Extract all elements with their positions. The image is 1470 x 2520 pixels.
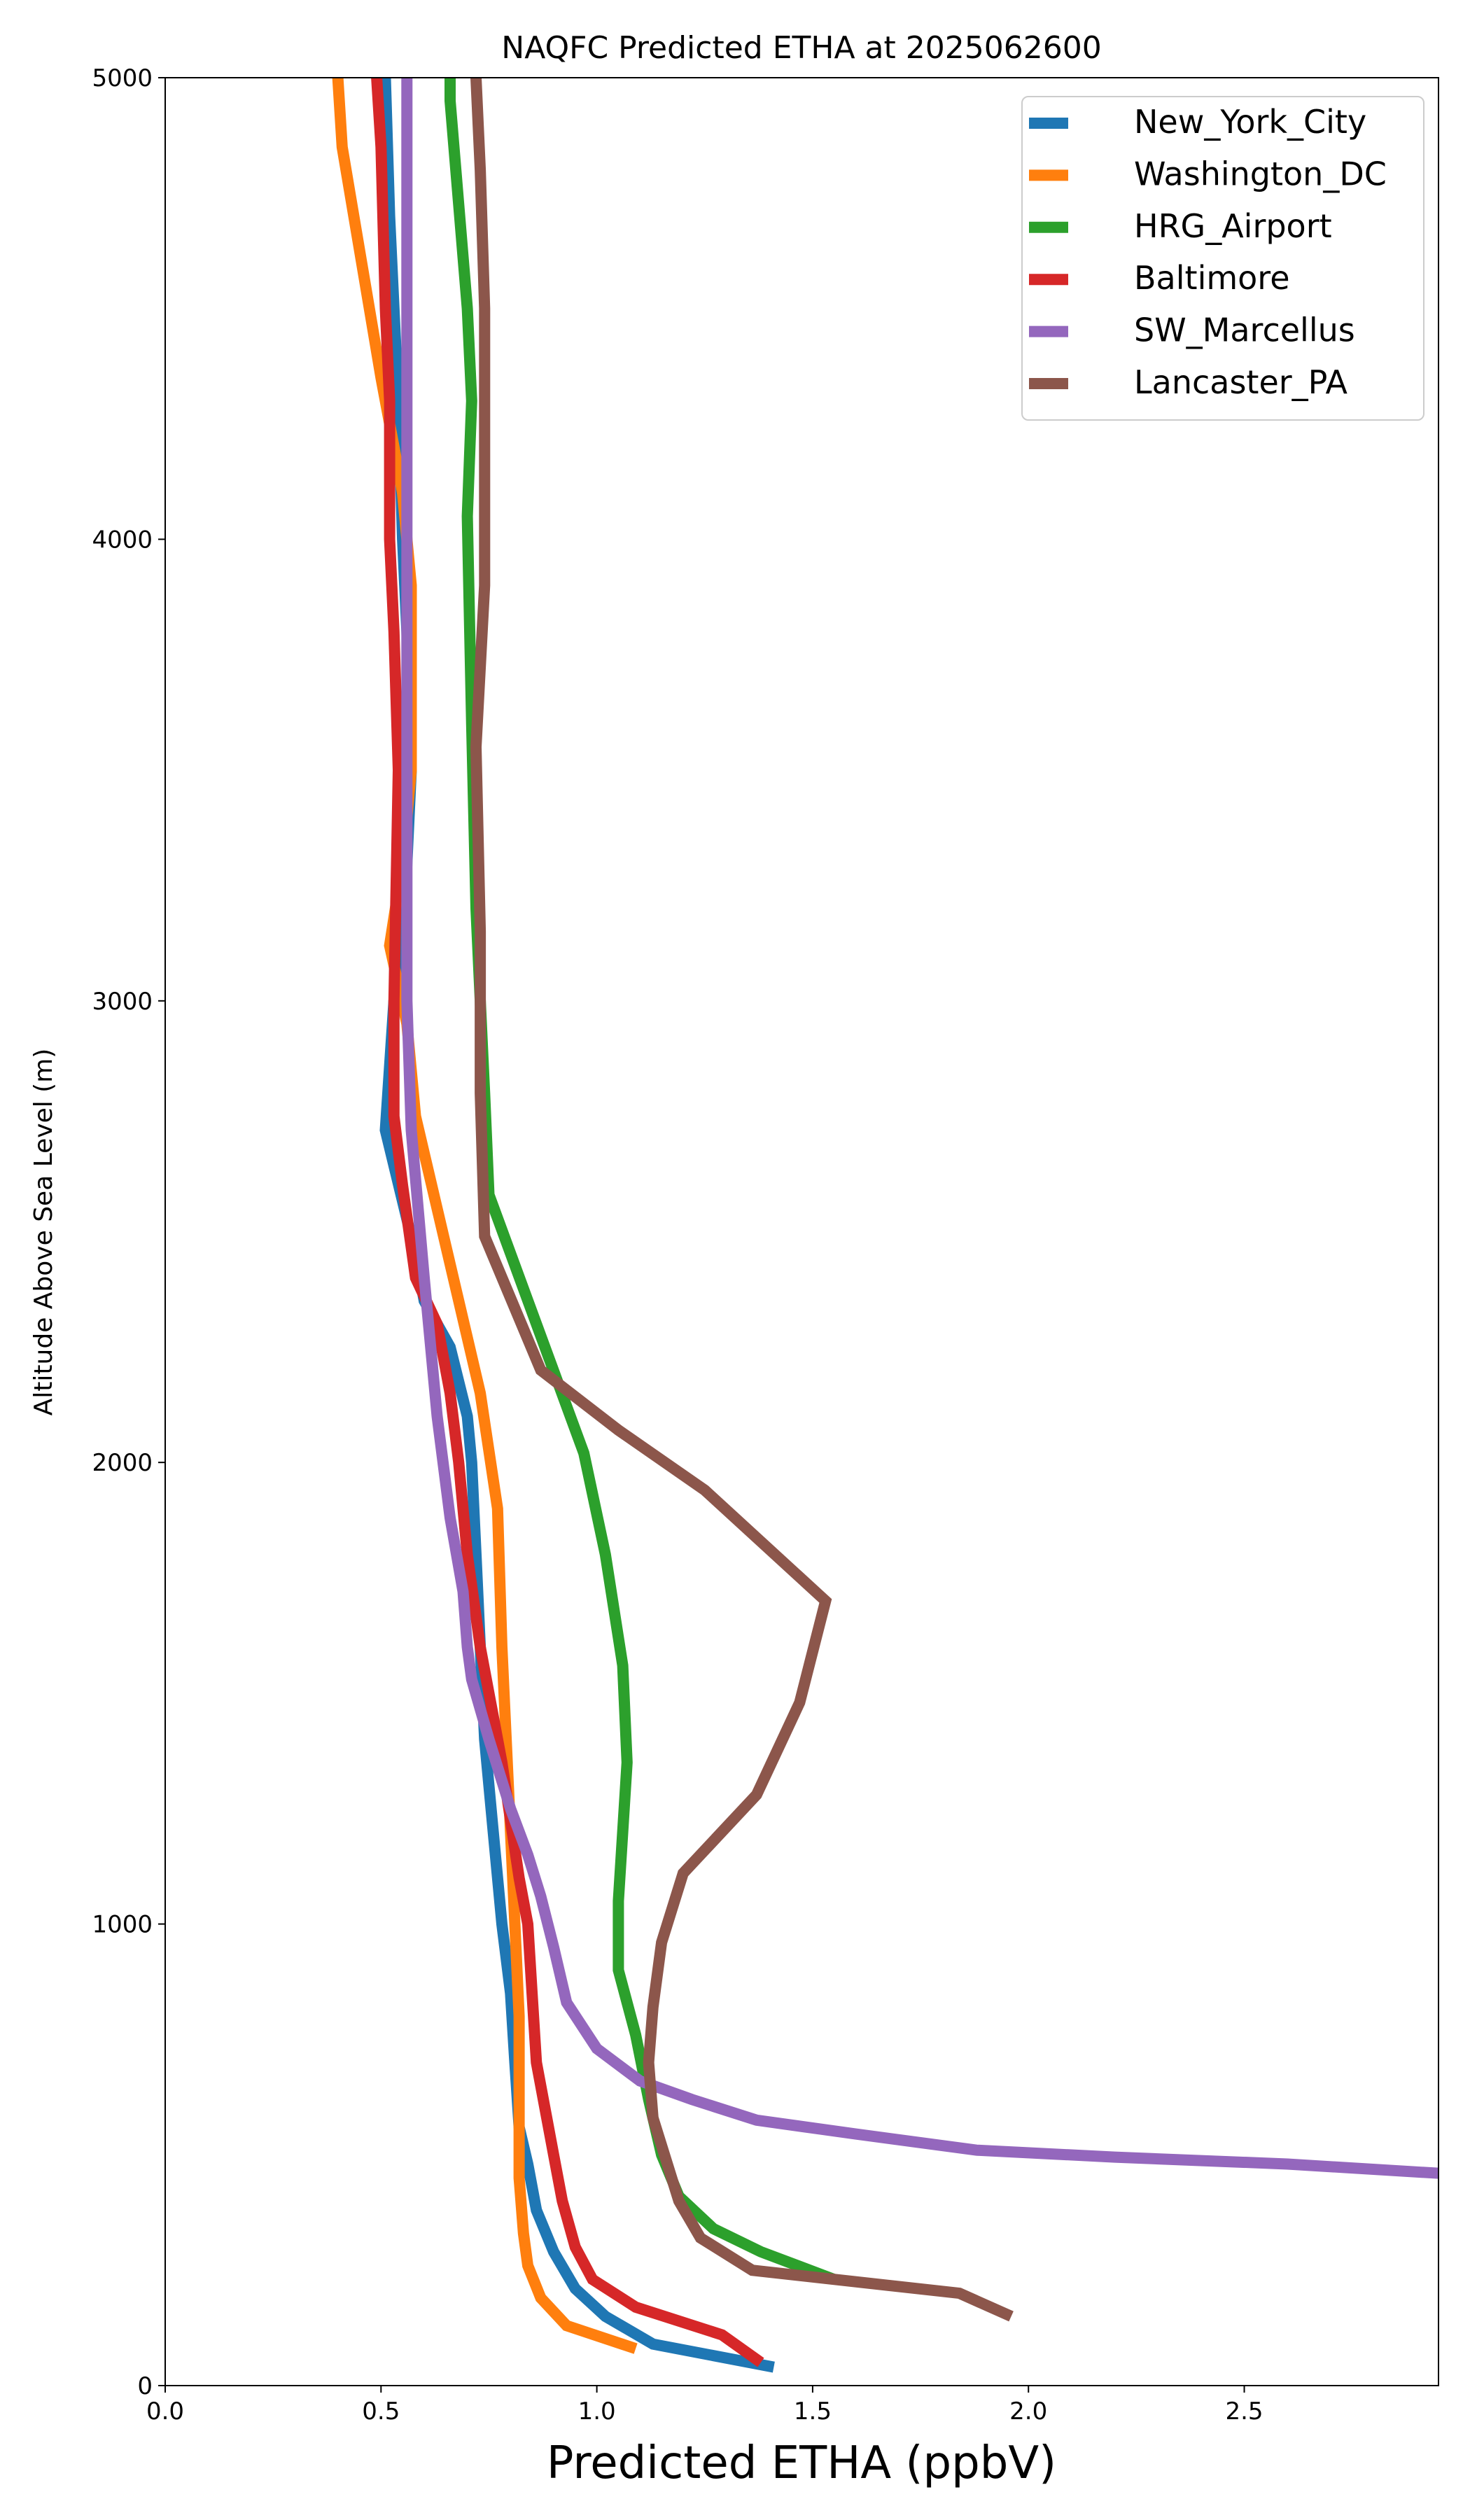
legend-label: Baltimore [1134,259,1290,297]
legend-label: New_York_City [1134,103,1366,141]
x-axis-ticks: 0.0 0.5 1.0 1.5 2.0 2.5 [146,2386,1264,2426]
x-tick-label: 1.5 [794,2398,832,2426]
series-line-baltimore [371,78,764,2367]
y-axis-ticks: 0 1000 2000 3000 4000 5000 [92,64,165,2400]
series-layer [332,78,1438,2373]
y-tick-label: 5000 [92,64,153,92]
chart-title: NAQFC Predicted ETHA at 2025062600 [501,30,1101,66]
x-tick-label: 2.0 [1009,2398,1047,2426]
x-tick-label: 0.0 [146,2398,184,2426]
x-tick-label: 1.0 [578,2398,616,2426]
legend: New_York_City Washington_DC HRG_Airport Bal… [1021,96,1424,421]
series-line-lancaster-pa [470,78,1014,2322]
legend-label: SW_Marcellus [1134,312,1355,349]
legend-items: New_York_City Washington_DC HRG_Airport Bal… [1029,103,1387,401]
legend-label: Washington_DC [1134,155,1387,192]
plot-frame [164,77,1439,2386]
x-axis-label: Predicted ETHA (ppbV) [547,2437,1056,2489]
legend-frame [1021,96,1424,421]
y-tick-label: 2000 [92,1449,153,1477]
y-tick-label: 0 [137,2372,153,2400]
x-tick-label: 0.5 [362,2398,400,2426]
legend-label: Lancaster_PA [1134,363,1348,401]
series-line-sw-marcellus [401,78,1438,2179]
x-tick-label: 2.5 [1225,2398,1263,2426]
y-tick-label: 3000 [92,988,153,1016]
y-tick-label: 1000 [92,1911,153,1939]
legend-label: HRG_Airport [1134,207,1332,245]
y-tick-label: 4000 [92,526,153,554]
y-axis-label: Altitude Above Sea Level (m) [29,1049,58,1416]
